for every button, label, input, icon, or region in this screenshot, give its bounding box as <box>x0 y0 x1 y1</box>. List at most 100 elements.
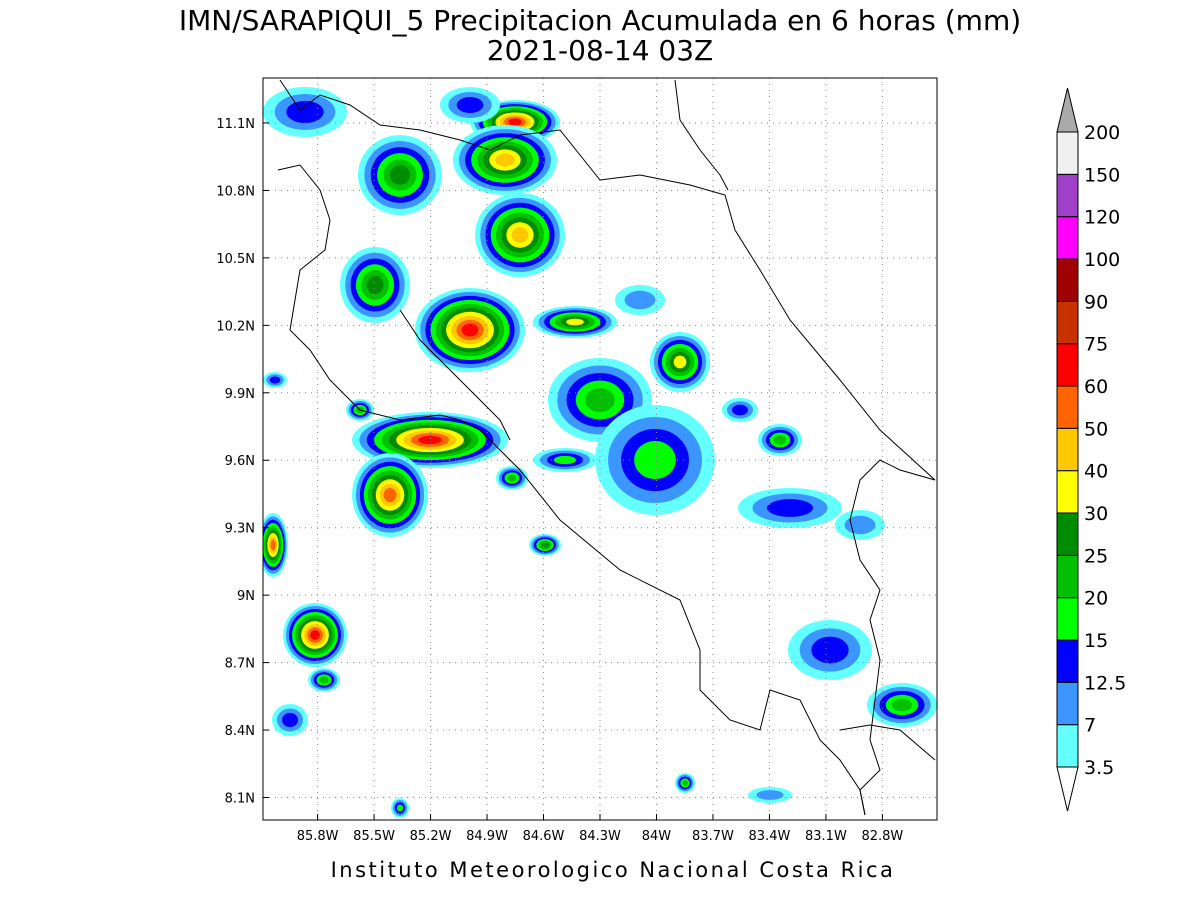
x-tick-label: 82.8W <box>861 829 903 844</box>
colorbar-box <box>1056 554 1079 599</box>
colorbar-label: 90 <box>1084 291 1108 313</box>
precip-contour <box>566 318 584 326</box>
title-line2: 2021-08-14 03Z <box>487 34 713 67</box>
colorbar-box <box>1056 258 1079 302</box>
precip-contour <box>270 539 276 551</box>
colorbar: 3.5 7 12.5 15 20 25 30 40 50 60 75 90 100 120 150 200 <box>1056 87 1126 812</box>
colorbar-label: 15 <box>1084 630 1108 652</box>
precip-contour <box>389 165 411 185</box>
colorbar-box <box>1056 343 1079 387</box>
x-tick-label: 83.4W <box>749 829 791 844</box>
colorbar-label: 150 <box>1084 164 1120 186</box>
colorbar-label: 75 <box>1084 334 1108 356</box>
precip-contour <box>456 97 484 113</box>
precip-contour <box>585 388 615 412</box>
x-tick-label: 84.6W <box>523 829 565 844</box>
precip-contour <box>634 440 676 480</box>
y-tick-label: 9.6N <box>225 454 255 469</box>
x-tick-label: 83.7W <box>692 829 734 844</box>
precip-contour <box>269 376 281 384</box>
precip-contour <box>682 780 688 786</box>
colorbar-label: 7 <box>1084 715 1096 737</box>
precip-contour <box>541 542 549 548</box>
precip-contour <box>756 790 784 800</box>
coastline <box>674 79 729 191</box>
colorbar-box <box>1056 173 1079 218</box>
colorbar-label: 3.5 <box>1084 757 1114 779</box>
precip-contour <box>396 804 404 812</box>
precip-contour <box>844 515 876 535</box>
precip-contour <box>495 153 515 167</box>
coastlines <box>277 79 936 816</box>
colorbar-box <box>1056 385 1079 429</box>
x-tick-label: 84W <box>642 829 672 844</box>
y-tick-label: 8.7N <box>225 657 255 672</box>
coastline <box>279 79 936 481</box>
precip-contour <box>673 355 687 369</box>
precip-contour <box>732 404 748 416</box>
colorbar-box <box>1056 597 1079 641</box>
colorbar-box <box>1056 216 1079 260</box>
colorbar-box <box>1056 724 1079 768</box>
colorbar-label: 30 <box>1084 503 1108 525</box>
y-tick-label: 8.4N <box>225 724 255 739</box>
y-tick-label: 9.3N <box>225 522 255 537</box>
y-tick-label: 10.2N <box>216 319 255 334</box>
y-tick-label: 9N <box>237 589 255 604</box>
x-tick-label: 83.1W <box>805 829 847 844</box>
precip-contour <box>773 435 787 445</box>
x-tick-label: 85.8W <box>297 829 339 844</box>
coastline <box>839 724 936 761</box>
y-tick-label: 8.1N <box>225 792 255 807</box>
y-tick-label: 9.9N <box>225 387 255 402</box>
colorbar-label: 60 <box>1084 376 1108 398</box>
colorbar-label: 120 <box>1084 207 1120 229</box>
precip-contour <box>286 100 324 124</box>
precip-contour <box>310 630 320 640</box>
colorbar-label: 100 <box>1084 249 1120 271</box>
precip-contour <box>811 636 849 664</box>
colorbar-box <box>1056 470 1079 514</box>
colorbar-label: 25 <box>1084 545 1108 567</box>
colorbar-box <box>1056 639 1079 683</box>
precip-contour <box>624 290 656 310</box>
x-tick-label: 85.5W <box>353 829 395 844</box>
y-tick-label: 10.5N <box>216 252 255 267</box>
colorbar-label: 50 <box>1084 418 1108 440</box>
footer: Instituto Meteorologico Nacional Costa R… <box>331 858 896 882</box>
colorbar-box <box>1056 512 1079 556</box>
colorbar-box <box>1056 427 1079 472</box>
y-tick-label: 11.1N <box>216 117 255 132</box>
colorbar-label: 40 <box>1084 461 1108 483</box>
colorbar-box <box>1056 681 1079 726</box>
x-tick-label: 85.2W <box>410 829 452 844</box>
precip-contour <box>892 698 912 712</box>
y-tick-label: 10.8N <box>216 184 255 199</box>
precip-contour <box>553 455 577 465</box>
precip-contour <box>282 712 298 728</box>
precip-contour <box>383 488 397 502</box>
precip-contour <box>319 676 329 684</box>
colorbar-label: 20 <box>1084 588 1108 610</box>
precip-contour <box>461 323 479 337</box>
map-frame <box>262 77 938 821</box>
grid <box>263 78 937 820</box>
title-line1: IMN/SARAPIQUI_5 Precipitacion Acumulada … <box>179 4 1021 37</box>
precip-contour <box>766 499 814 517</box>
colorbar-box <box>1056 300 1079 345</box>
colorbar-box <box>1056 131 1079 175</box>
precipitation-field <box>263 87 937 818</box>
coastline <box>399 309 511 441</box>
colorbar-label: 12.5 <box>1084 672 1126 694</box>
precip-contour <box>507 474 517 482</box>
colorbar-label: 200 <box>1084 122 1120 144</box>
precip-contour <box>508 118 522 126</box>
border <box>849 459 936 816</box>
precip-contour <box>418 435 442 445</box>
precip-contour <box>511 227 529 243</box>
x-tick-label: 84.3W <box>579 829 621 844</box>
precip-contour <box>366 275 384 295</box>
coastline <box>277 164 866 816</box>
x-tick-label: 84.9W <box>466 829 508 844</box>
